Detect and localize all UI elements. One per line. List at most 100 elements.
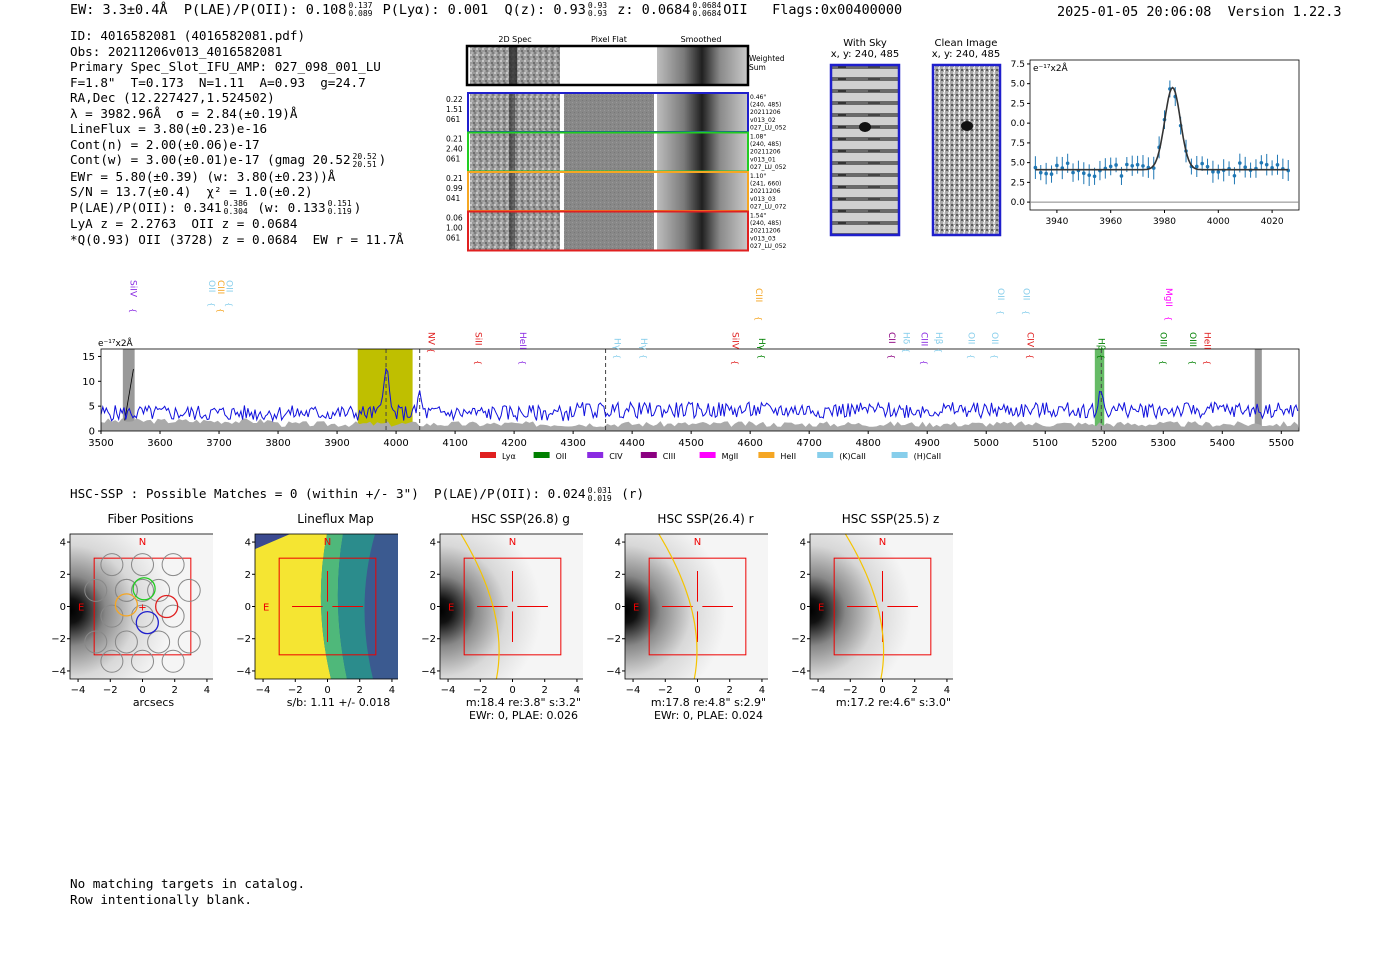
stamp-smooth xyxy=(657,133,747,171)
spectral-line-bracket: { xyxy=(207,302,216,307)
spectral-line-bracket: { xyxy=(996,310,1005,315)
zoom-ytick-label: 7.5 xyxy=(1011,139,1025,149)
spectral-line-bracket: { xyxy=(754,316,763,321)
fiber-highlight xyxy=(132,577,156,601)
spectral-line-bracket: { xyxy=(934,348,943,353)
cutout-ytick-label: 2 xyxy=(430,570,436,581)
spectral-line-bracket: { xyxy=(1203,360,1212,365)
fiber-circle xyxy=(177,578,201,602)
cutout-caption: m:18.4 re:3.8" s:3.2" EWr: 0, PLAE: 0.026 xyxy=(441,696,606,722)
cutout-xtick-label: −2 xyxy=(288,685,303,696)
spectral-line-label: OII { xyxy=(206,280,216,307)
spectrum-xtick-label: 4100 xyxy=(442,438,467,449)
spectral-line-name: CII xyxy=(886,332,896,344)
spectral-line-bracket: { xyxy=(1021,310,1030,315)
stamp-divider xyxy=(561,133,564,171)
cutout-xtick-label: 0 xyxy=(509,685,515,696)
stamp-left-label: 1.00 xyxy=(446,224,463,233)
plae2-w-lo: 0.119 xyxy=(327,207,352,216)
spectrum-xtick-label: 4600 xyxy=(737,438,762,449)
stamp-frame xyxy=(467,210,749,252)
stamp-right-label: 1.08" xyxy=(750,134,766,141)
spectrum-xtick-label: 4300 xyxy=(560,438,585,449)
spectral-line-name: HeII xyxy=(1202,332,1212,350)
stamp-left-label: 0.21 xyxy=(446,135,463,144)
clean-image xyxy=(933,65,1000,235)
cutout-xtick-label: 0 xyxy=(694,685,700,696)
spectral-line-label: Hδ { xyxy=(901,332,911,353)
spectral-line-bracket: { xyxy=(1164,316,1173,321)
cutout-title: HSC SSP(26.4) r xyxy=(657,512,754,526)
spectral-line-name: CIII xyxy=(918,332,928,346)
stamp-left-label: 061 xyxy=(446,234,461,243)
cutout-caption-line-2: EWr: 0, PLAE: 0.024 xyxy=(653,709,764,722)
cutout-ytick-label: 4 xyxy=(615,538,621,549)
zoom-xtick-label: 3980 xyxy=(1153,217,1176,227)
clean-source xyxy=(961,121,973,131)
cutout-title: Lineflux Map xyxy=(297,512,374,526)
cutout-xtick-label: 0 xyxy=(139,685,145,696)
zoom-ytick-label: 5.0 xyxy=(1011,159,1026,169)
spectrum-line xyxy=(100,367,1299,423)
cutout-ytick-label: 0 xyxy=(430,602,436,613)
cutout-title: Fiber Positions xyxy=(107,512,194,526)
fiber-circle xyxy=(114,630,138,654)
zoom-point xyxy=(1082,171,1086,175)
masked-region xyxy=(1254,349,1262,431)
hsc-hi: 0.031 xyxy=(587,485,612,495)
cutout-xtick-label: −4 xyxy=(811,685,826,696)
stamp-left-label: 041 xyxy=(446,194,461,203)
fiber-circle xyxy=(84,578,108,602)
fiber-highlight xyxy=(114,593,139,617)
zoom-ytick-label: 10.0 xyxy=(1010,119,1025,129)
stamp-trace xyxy=(509,212,515,250)
zoom-point xyxy=(1071,170,1075,175)
fiber-circle xyxy=(114,578,138,602)
info-ewr: EWr = 5.80(±0.39) (w: 3.80(±0.23))Å xyxy=(70,168,336,184)
ew-value: EW: 3.3±0.4Å xyxy=(70,2,168,18)
legend-swatch xyxy=(533,452,550,458)
zoom-xtick-label: 3940 xyxy=(1045,217,1068,227)
zoom-frame xyxy=(1029,59,1300,211)
cutout-ytick-label: −2 xyxy=(236,634,251,645)
spectral-line-bracket: { xyxy=(518,360,527,365)
stamp-flat xyxy=(564,133,654,171)
zoom-point xyxy=(1243,165,1247,170)
header-right: 2025-01-05 20:06:08 Version 1.22.3 xyxy=(1057,4,1342,20)
cutout-xtick-label: 4 xyxy=(574,685,580,696)
stamp-left-label: 0.06 xyxy=(446,214,463,223)
cutout-ytick-label: −4 xyxy=(236,666,251,677)
spectral-line-bracket: { xyxy=(128,308,137,313)
zoom-point xyxy=(1135,162,1140,167)
spectrum-group: 0 5 10 15 3500 3600 3700 3800 3900 4000 4100 4200 43… xyxy=(82,280,1300,461)
line-window xyxy=(1094,349,1105,431)
version: Version 1.22.3 xyxy=(1227,4,1342,20)
spectral-line-bracket: { xyxy=(990,354,999,359)
with-sky-image xyxy=(831,65,899,235)
legend-label: HeII xyxy=(780,452,796,461)
stamp-smooth xyxy=(657,173,747,210)
spectral-line-label: CII { xyxy=(886,332,896,359)
spectrum-xtick-label: 4200 xyxy=(501,438,526,449)
spectral-line-name: SiIV xyxy=(729,332,739,350)
cutout-caption: arcsecs xyxy=(71,696,236,709)
stamp-left-label: 0.21 xyxy=(446,174,463,183)
spectrum-xtick-label: 3700 xyxy=(206,438,231,449)
with-sky-source xyxy=(859,122,871,132)
fiber-highlight xyxy=(135,610,159,635)
stamp-right-label: v013_03 xyxy=(750,235,776,242)
spectral-line-name: CIV xyxy=(1024,332,1034,348)
spectral-line-bracket: { xyxy=(919,360,928,365)
stamp-right-label: v013_02 xyxy=(750,117,776,124)
cutout-xtick-label: 0 xyxy=(879,685,885,696)
spectral-line-name: Hγ xyxy=(756,338,766,351)
fiber-circle xyxy=(131,604,154,628)
cutout-ytick-label: −4 xyxy=(51,666,66,677)
hsc-text: HSC-SSP : Possible Matches = 0 (within +… xyxy=(70,486,586,501)
qz-lo: 0.93 xyxy=(587,9,608,18)
stamp-right-label: 1.54" xyxy=(750,213,766,220)
zoom-ytick-label: 12.5 xyxy=(1010,99,1025,109)
gmag-hi: 20.52 xyxy=(352,151,377,161)
hsc-band: (r) xyxy=(621,486,645,501)
zoom-point xyxy=(1033,165,1038,170)
